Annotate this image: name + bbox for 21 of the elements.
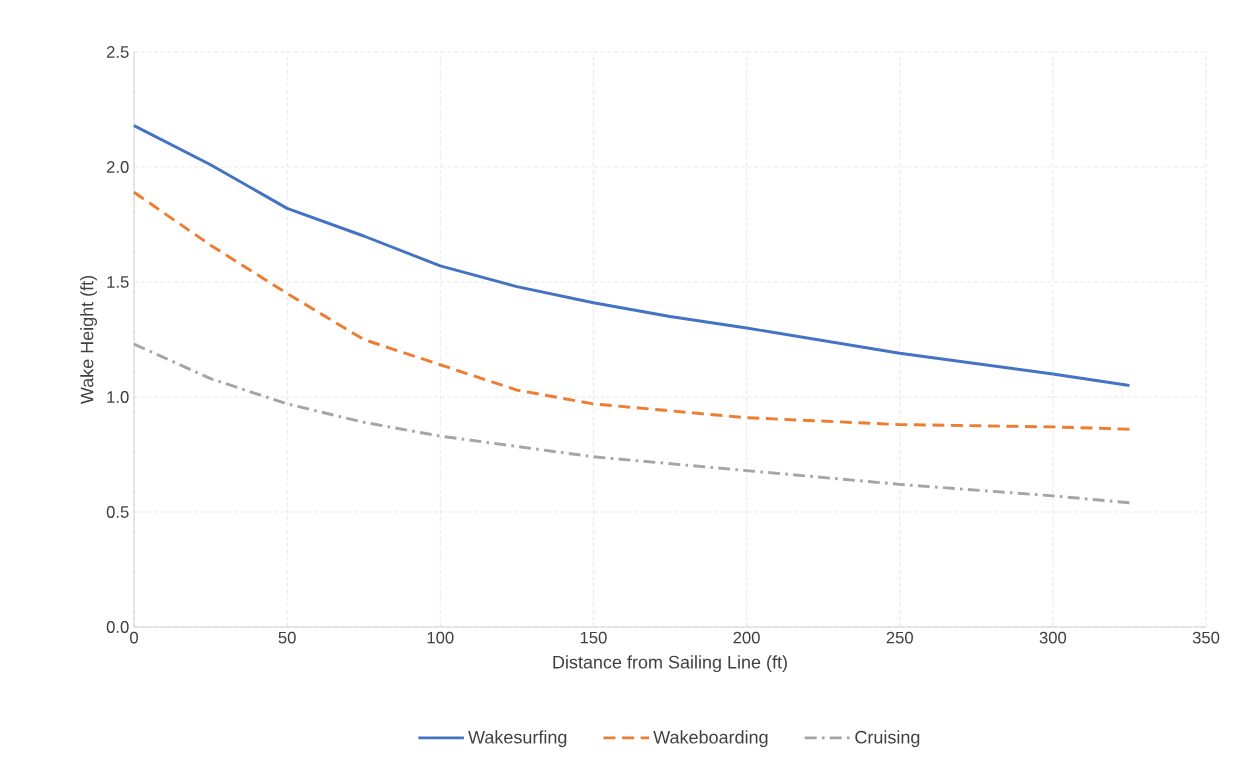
- y-axis-title: Wake Height (ft): [80, 275, 97, 405]
- x-tick-label: 0: [130, 631, 138, 644]
- y-tick-label: 0.5: [106, 506, 129, 518]
- line-series: [132, 342, 1131, 505]
- y-tick-label: 1.5: [107, 276, 129, 288]
- x-tick-label: 100: [427, 631, 454, 644]
- x-tick-label: 200: [733, 631, 760, 644]
- y-tick-label: 2.0: [106, 161, 129, 173]
- y-tick-label: 2.5: [106, 46, 129, 58]
- legend-label: Wakeboarding: [653, 730, 768, 748]
- x-tick-label: 50: [278, 631, 296, 644]
- x-tick-label: 350: [1192, 631, 1220, 644]
- x-axis-title: Distance from Sailing Line (ft): [553, 655, 787, 673]
- x-tick-label: 250: [886, 631, 913, 644]
- y-tick-label: 0.0: [106, 621, 129, 633]
- legend-label: Wakesurfing: [468, 730, 567, 748]
- legend-label: Cruising: [855, 730, 920, 748]
- x-tick-label: 150: [580, 631, 607, 644]
- x-tick-label: 300: [1039, 631, 1067, 644]
- y-tick-label: 1.0: [107, 391, 129, 403]
- line-series: [132, 124, 1131, 387]
